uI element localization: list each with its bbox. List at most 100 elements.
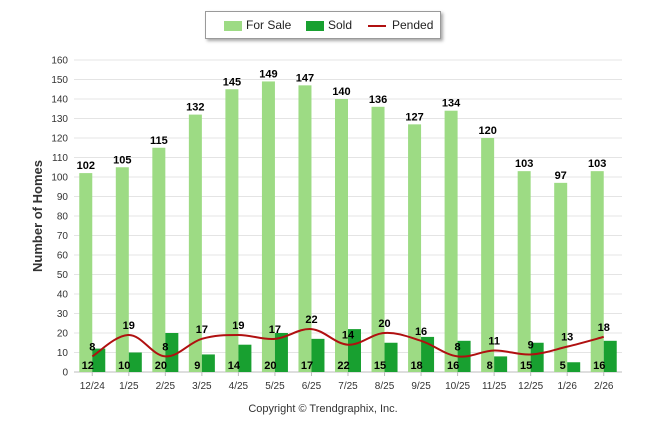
label-sold: 15 [374,360,386,372]
legend-sold-swatch [306,21,324,31]
label-pended: 19 [123,320,135,332]
y-tick-label: 70 [57,231,69,242]
label-pended: 11 [488,336,500,348]
label-sold: 8 [487,360,493,372]
label-pended: 17 [269,324,281,336]
label-for-sale: 127 [405,111,423,123]
bar-sold [128,352,142,372]
label-for-sale: 102 [77,160,95,172]
label-pended: 22 [305,314,317,326]
y-tick-label: 50 [57,270,69,281]
y-tick-label: 60 [57,251,69,262]
label-pended: 20 [378,318,390,330]
x-tick-label: 2/26 [594,381,614,392]
bar-for-sale [517,171,531,372]
bar-for-sale [444,110,458,372]
bar-for-sale [115,167,129,372]
label-for-sale: 120 [478,125,496,137]
bar-for-sale [590,171,604,372]
label-sold: 15 [520,360,532,372]
bar-sold [201,354,215,372]
y-tick-label: 110 [52,153,68,164]
x-tick-label: 8/25 [375,381,395,392]
bar-sold [238,344,252,372]
x-tick-label: 10/25 [445,381,470,392]
label-for-sale: 147 [296,72,314,84]
bar-for-sale [371,106,385,373]
label-for-sale: 103 [588,158,606,170]
label-for-sale: 105 [113,154,131,166]
y-tick-label: 80 [57,212,69,223]
y-tick-label: 30 [57,309,69,320]
label-pended: 13 [561,332,573,344]
label-for-sale: 134 [442,98,461,110]
label-for-sale: 103 [515,158,533,170]
y-tick-label: 20 [57,329,69,340]
bar-sold [603,340,617,372]
y-tick-label: 140 [51,95,68,106]
x-tick-label: 7/25 [338,381,358,392]
bar-sold [384,342,398,372]
label-pended: 14 [342,330,355,342]
y-axis-ticks: 0 10 20 30 40 50 60 70 80 90 100 110 120 130 140 150 160 [51,56,68,379]
label-for-sale: 97 [555,170,567,182]
x-tick-label: 4/25 [229,381,249,392]
y-tick-label: 40 [57,290,69,301]
bar-sold [567,362,581,372]
label-pended: 19 [232,320,244,332]
y-axis-label: Number of Homes [30,160,45,272]
label-sold: 10 [118,360,130,372]
bar-for-sale [335,99,348,372]
label-sold: 20 [155,360,167,372]
label-for-sale: 140 [332,86,350,98]
label-sold: 22 [337,360,349,372]
y-tick-label: 90 [57,192,69,203]
pended-line [91,328,604,358]
bar-for-sale [481,138,495,372]
legend-pended-label: Pended [392,18,434,32]
y-tick-label: 10 [57,348,69,359]
legend-pended-swatch [368,25,386,27]
label-pended: 8 [162,341,168,353]
bar-for-sale [408,124,422,372]
x-tick-label: 12/25 [518,381,543,392]
label-pended: 17 [196,324,208,336]
copyright-text: Copyright © Trendgraphix, Inc. [248,403,398,415]
label-sold: 20 [264,360,276,372]
y-tick-label: 0 [62,368,68,379]
bar-sold [274,333,288,372]
pended-series-line [91,328,604,358]
y-tick-label: 160 [51,56,68,67]
x-tick-label: 6/25 [302,381,322,392]
bar-sold [348,329,361,372]
bar-for-sale [298,85,312,372]
y-tick-label: 100 [51,173,68,184]
label-for-sale: 115 [150,135,168,147]
label-for-sale: 149 [259,68,277,80]
bar-sold [311,338,325,372]
label-pended: 9 [528,339,534,351]
legend-for-sale-label: For Sale [246,18,292,32]
legend: For Sale Sold Pended [205,11,441,39]
bar-for-sale [554,182,568,372]
x-tick-label: 2/25 [156,381,176,392]
legend-sold-label: Sold [328,18,353,32]
x-tick-label: 9/25 [411,381,431,392]
label-pended: 8 [455,341,461,353]
x-tick-label: 1/26 [557,381,577,392]
bar-for-sale [152,147,166,372]
data-labels: 1021281051019115208132917145141914920171… [77,68,610,372]
y-tick-label: 120 [51,134,68,145]
label-sold: 16 [447,360,459,372]
x-tick-label: 1/25 [119,381,139,392]
label-pended: 18 [598,322,610,334]
y-tick-label: 150 [51,75,68,86]
label-sold: 12 [82,360,94,372]
label-for-sale: 136 [369,94,387,106]
x-tick-label: 5/25 [265,381,285,392]
x-tick-label: 11/25 [482,381,507,392]
label-for-sale: 132 [186,102,204,114]
bar-for-sale [79,173,93,372]
bar-marks [79,81,617,373]
